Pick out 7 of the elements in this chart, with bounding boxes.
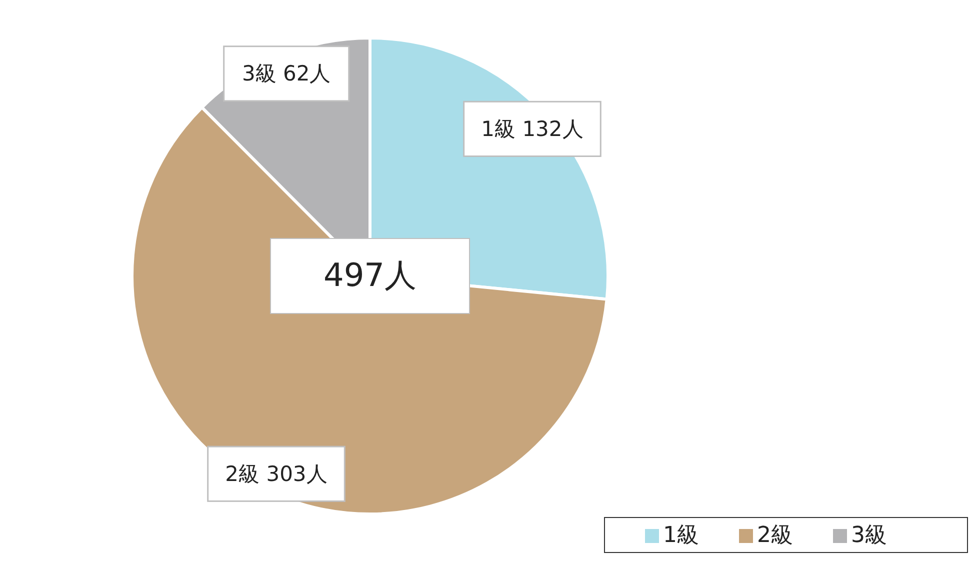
legend-label: 3級 <box>851 523 887 548</box>
legend-label: 2級 <box>757 523 793 548</box>
legend-label: 1級 <box>663 523 699 548</box>
data-label: 1級 132人 <box>481 116 584 141</box>
data-label: 3級 62人 <box>242 62 331 86</box>
text: 497人 <box>270 238 470 314</box>
data-label: 2級 303人 <box>225 462 328 486</box>
